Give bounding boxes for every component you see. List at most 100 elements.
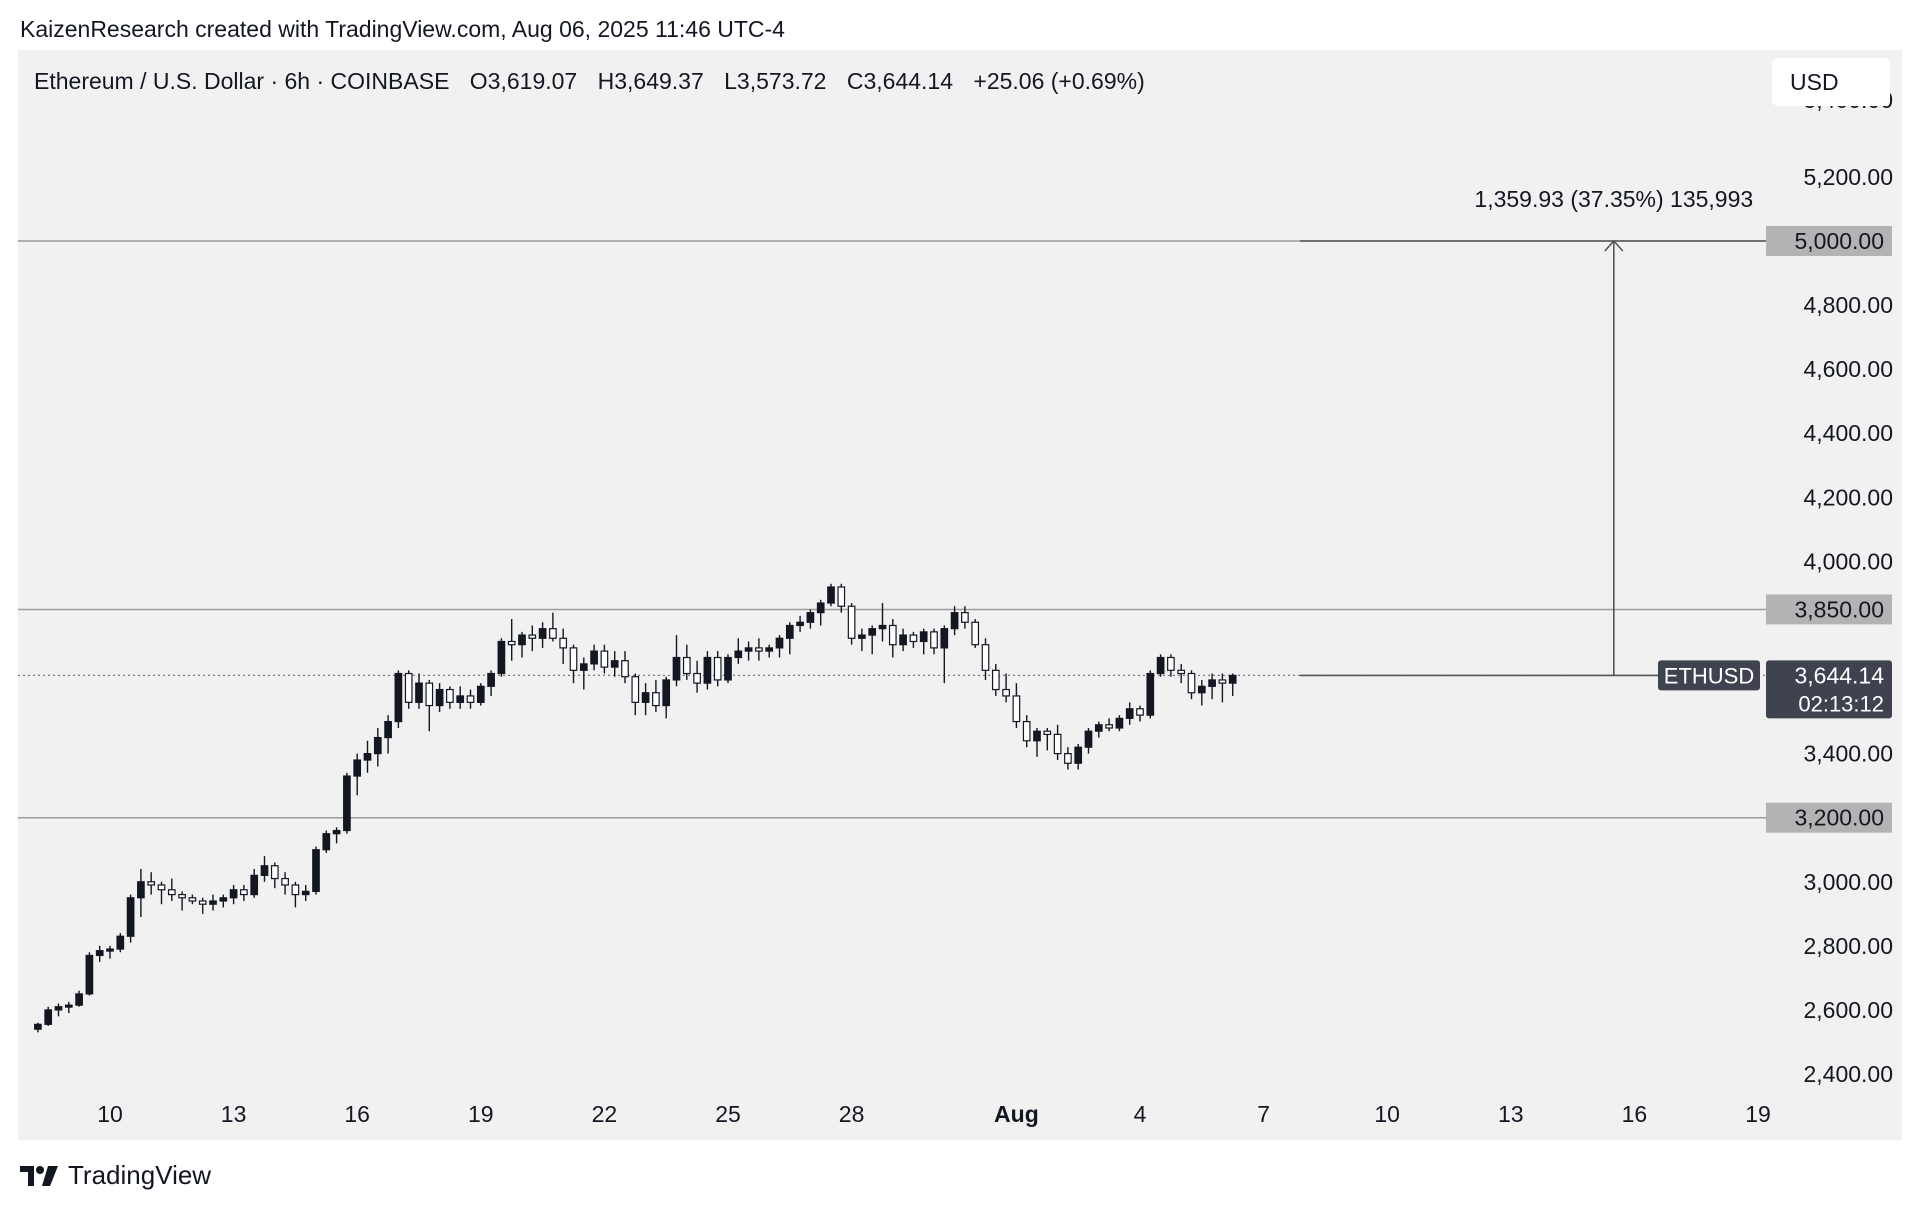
candle (1156, 654, 1165, 677)
candle-body-up (137, 881, 145, 899)
candle-body-up (332, 829, 341, 835)
candle (1002, 673, 1010, 703)
candle (1084, 727, 1093, 754)
candle (281, 872, 289, 895)
candle (744, 641, 753, 661)
candle-body-down (631, 676, 640, 703)
tradingview-brand: TradingView (20, 1160, 211, 1191)
candle-body-down (1167, 656, 1175, 671)
candle (1146, 670, 1155, 719)
symbol-name[interactable]: Ethereum / U.S. Dollar · 6h · COINBASE (34, 68, 450, 94)
tradingview-logo-icon (20, 1165, 58, 1186)
candle-body-down (981, 644, 990, 671)
candle-body-up (415, 682, 423, 703)
candle-body-down (991, 669, 1000, 691)
ohlc-open: O3,619.07 (469, 68, 578, 94)
candle (909, 631, 918, 648)
candle-body-up (1146, 672, 1155, 716)
candle-body-up (1208, 679, 1216, 687)
candle (816, 599, 825, 626)
candle (487, 670, 495, 696)
level-label-bg-1 (1766, 594, 1892, 625)
candle-body-up (796, 621, 804, 627)
y-tick-label: 4,200.00 (1803, 484, 1893, 510)
candle (157, 881, 166, 905)
candle (188, 894, 197, 905)
candle (858, 628, 866, 652)
candle (981, 638, 990, 680)
candle (806, 609, 815, 629)
candle (1177, 663, 1186, 684)
candle-body-down (270, 865, 279, 880)
candle-body-up (435, 688, 444, 707)
candle (394, 670, 403, 728)
candle-body-up (456, 695, 465, 703)
candle-body-down (281, 877, 289, 886)
candle-body-down (528, 634, 537, 639)
candle (600, 644, 609, 674)
candle (1197, 679, 1206, 706)
candle (1053, 724, 1062, 761)
y-tick-label: 2,800.00 (1803, 933, 1893, 959)
candle (693, 660, 701, 693)
candle (260, 856, 269, 882)
candle (713, 651, 722, 687)
symbol-tag-bg (1658, 660, 1760, 691)
x-tick-label: Aug (994, 1101, 1039, 1127)
candle (641, 683, 650, 716)
currency-button[interactable]: USD (1772, 58, 1890, 106)
candle-body-up (724, 656, 732, 681)
candle (240, 884, 248, 901)
candle (919, 628, 928, 655)
y-tick-label: 4,600.00 (1803, 356, 1893, 382)
candle-body-up (322, 833, 331, 851)
level-label-2: 3,200.00 (1794, 805, 1884, 831)
candle-body-down (930, 631, 938, 649)
x-tick-label: 4 (1134, 1101, 1147, 1127)
candle-body-down (291, 884, 300, 896)
candle (961, 606, 969, 629)
candle (1187, 670, 1196, 700)
candle-body-down (652, 692, 660, 707)
candle-body-up (744, 647, 753, 652)
candle (75, 990, 83, 1007)
chart-credit: KaizenResearch created with TradingView.… (20, 16, 785, 42)
candle-body-up (343, 775, 351, 832)
candle-body-down (549, 628, 557, 639)
candle-body-up (662, 679, 671, 707)
candle (538, 622, 547, 648)
y-tick-label: 4,000.00 (1803, 548, 1893, 574)
candle-body-down (507, 640, 516, 646)
candle (899, 628, 907, 652)
candle-body-up (373, 736, 382, 755)
candle-body-up (703, 656, 712, 684)
candle (888, 619, 897, 658)
candle-body-down (713, 656, 722, 681)
chart-panel[interactable] (18, 50, 1902, 1140)
candle (785, 622, 794, 655)
candle-body-up (476, 685, 485, 703)
candle (1105, 718, 1113, 732)
candle-body-up (734, 650, 743, 659)
candle (106, 945, 114, 959)
candle (404, 670, 413, 709)
candle (950, 606, 959, 636)
candle-body-up (1228, 674, 1237, 684)
candle (868, 625, 877, 655)
candle-body-down (888, 624, 897, 646)
candle (775, 635, 784, 658)
candle (1115, 715, 1124, 732)
candle (579, 657, 588, 690)
x-tick-label: 7 (1257, 1101, 1270, 1127)
candle (270, 862, 279, 889)
candle (621, 651, 629, 684)
candle (95, 945, 104, 962)
candle-body-up (785, 624, 794, 639)
candle (322, 830, 331, 853)
candle (590, 644, 598, 671)
candle-body-up (590, 650, 598, 665)
candle-body-down (1187, 672, 1196, 694)
candle (765, 644, 774, 658)
candle-body-up (1156, 656, 1165, 675)
